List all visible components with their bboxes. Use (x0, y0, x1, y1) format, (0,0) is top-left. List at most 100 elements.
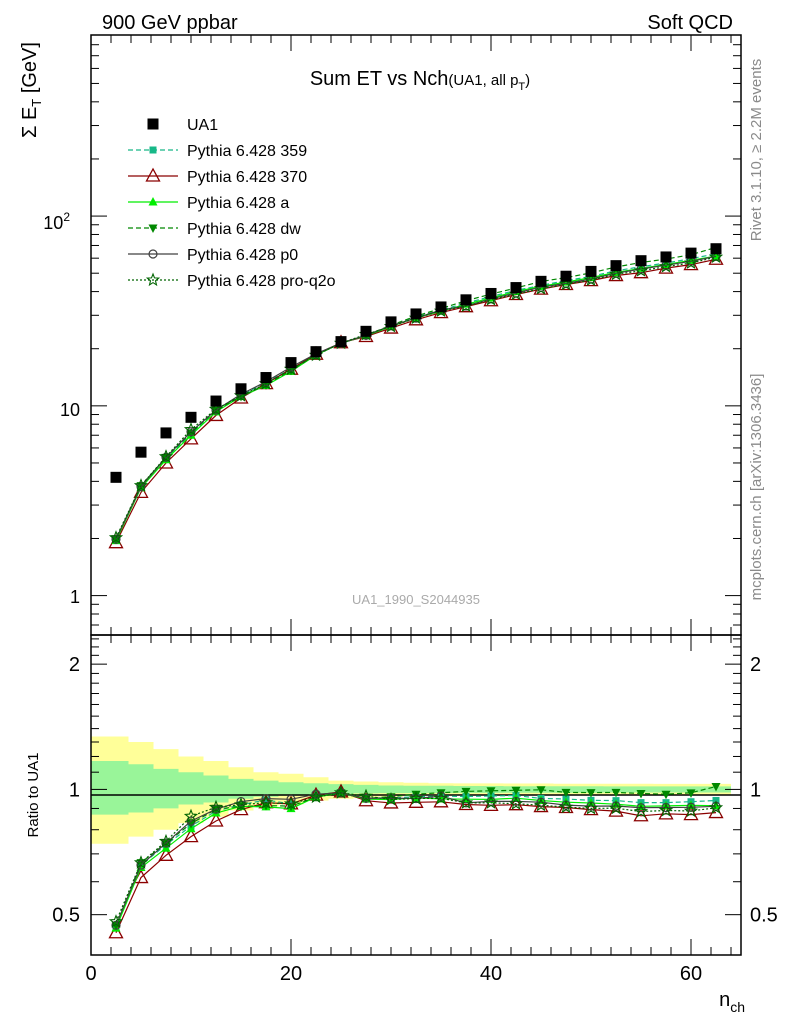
ratio-point-pq2o (208, 799, 224, 814)
data-point (210, 395, 222, 407)
ylabel-main: Σ E (19, 107, 41, 138)
ratio-point-pdw (711, 782, 721, 792)
watermark: UA1_1990_S2044935 (352, 592, 480, 607)
legend-marker-pdw (148, 224, 158, 233)
ratio-point-pdw (536, 786, 546, 795)
main-ylabel: Σ ET [GeV] (19, 42, 44, 138)
data-point (585, 265, 597, 277)
ytick-label-100: 102 (43, 210, 70, 233)
data-point (435, 301, 447, 313)
ytick-label-100-base: 10 (43, 213, 63, 233)
legend: UA1 Pythia 6.428 359 Pythia 6.428 370 Pythi… (128, 117, 336, 290)
series-p370 (108, 250, 724, 549)
ratio-point-pdw (511, 786, 521, 796)
data-point (385, 316, 397, 328)
header-left: 900 GeV ppbar (102, 12, 238, 34)
ratio-series-pq2o (108, 785, 724, 928)
ytick-label-10: 10 (60, 400, 80, 420)
data-point (235, 383, 247, 395)
ratio-point-p370 (158, 846, 174, 861)
series-p359 (112, 250, 720, 545)
point-pq2o (658, 259, 674, 273)
legend-label-p359: Pythia 6.428 359 (187, 143, 307, 160)
data-point (260, 372, 272, 384)
ratio-point-pq2o (508, 796, 524, 810)
data-point (485, 287, 497, 299)
ratio-ylabel: Ratio to UA1 (25, 752, 42, 837)
data-point (560, 270, 572, 282)
main-title: Sum ET vs Nch(UA1, all pT) (310, 68, 530, 93)
legend-label-p370: Pythia 6.428 370 (187, 169, 307, 186)
legend-marker-p359 (149, 146, 157, 154)
ratio-point-pdw (461, 787, 471, 797)
data-point (160, 427, 172, 439)
xtick-label: 20 (280, 963, 302, 985)
ratio-point-pq2o (633, 803, 649, 818)
point-pq2o (683, 255, 699, 269)
ylabel-index: T (29, 99, 44, 107)
point-pp0 (161, 452, 171, 462)
series-line-pq2o (115, 256, 717, 538)
ratio-point-pq2o (483, 795, 499, 809)
ratio-point-pdw (386, 793, 396, 802)
xtick-label: 60 (680, 963, 702, 985)
point-pq2o (183, 422, 199, 436)
point-pq2o (633, 263, 649, 277)
title-sub: (UA1, all p (448, 72, 518, 89)
ratio-ytick-label-right: 1 (750, 779, 761, 801)
point-pq2o (133, 478, 149, 492)
ratio-ytick-label-left: 0.5 (52, 905, 80, 927)
ratio-point-p370 (183, 828, 199, 843)
ratio-ytick-label-right: 2 (750, 654, 761, 676)
series-line-pp0 (115, 255, 717, 540)
ratio-point-pdw (486, 787, 496, 796)
xtick-label: 40 (480, 963, 502, 985)
legend-entry-pa: Pythia 6.428 a (128, 195, 289, 212)
ratio-point-pdw (636, 789, 646, 799)
header-right: Soft QCD (647, 12, 733, 34)
ytick-label-1: 1 (70, 587, 80, 607)
point-pq2o (583, 272, 599, 287)
point-pp0 (186, 427, 196, 437)
data-point (510, 282, 522, 294)
title-sub-close: ) (525, 72, 530, 89)
ratio-series (108, 782, 724, 939)
ratio-point-pq2o (358, 788, 374, 803)
ratio-point-pp0 (211, 804, 221, 814)
legend-marker-pq2o (145, 272, 161, 287)
legend-entry-pp0: Pythia 6.428 p0 (128, 247, 298, 264)
ratio-point-pq2o (283, 796, 299, 810)
ratio-point-pp0 (136, 860, 146, 870)
legend-label-data: UA1 (187, 117, 218, 134)
ratio-point-p370 (108, 924, 124, 939)
ratio-point-pa (711, 800, 721, 810)
title-sub-index: T (518, 81, 525, 93)
series-line-p370 (115, 258, 717, 543)
ratio-point-pq2o (183, 808, 199, 823)
series-pa (111, 251, 721, 545)
ratio-point-pq2o (333, 785, 349, 799)
ratio-point-pq2o (708, 800, 724, 814)
ratio-axes: 0.5 0.51 12 20 20 40 60 (52, 635, 778, 985)
data-point (110, 471, 122, 483)
point-pq2o (108, 530, 124, 544)
ratio-point-pq2o (383, 791, 399, 806)
ratio-point-pq2o (308, 789, 324, 804)
data-point (285, 357, 297, 369)
legend-label-pa: Pythia 6.428 a (187, 195, 289, 212)
xtick-label: 0 (85, 963, 96, 985)
legend-entry-p370: Pythia 6.428 370 (128, 167, 307, 186)
xlabel: nch (719, 989, 745, 1015)
ratio-point-pdw (186, 820, 196, 829)
ratio-point-pq2o (158, 833, 174, 848)
ratio-point-pq2o (533, 797, 549, 812)
data-point (685, 247, 697, 259)
point-pq2o (208, 401, 224, 416)
ratio-point-pp0 (636, 803, 646, 813)
ratio-band-inner (91, 761, 731, 815)
xlabel-main: n (719, 989, 730, 1011)
ratio-point-pq2o (133, 855, 149, 869)
data-point (710, 243, 722, 255)
ratio-point-pp0 (286, 794, 296, 804)
data-point (360, 325, 372, 337)
